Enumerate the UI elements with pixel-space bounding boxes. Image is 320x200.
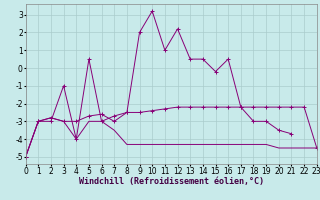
X-axis label: Windchill (Refroidissement éolien,°C): Windchill (Refroidissement éolien,°C) <box>79 177 264 186</box>
